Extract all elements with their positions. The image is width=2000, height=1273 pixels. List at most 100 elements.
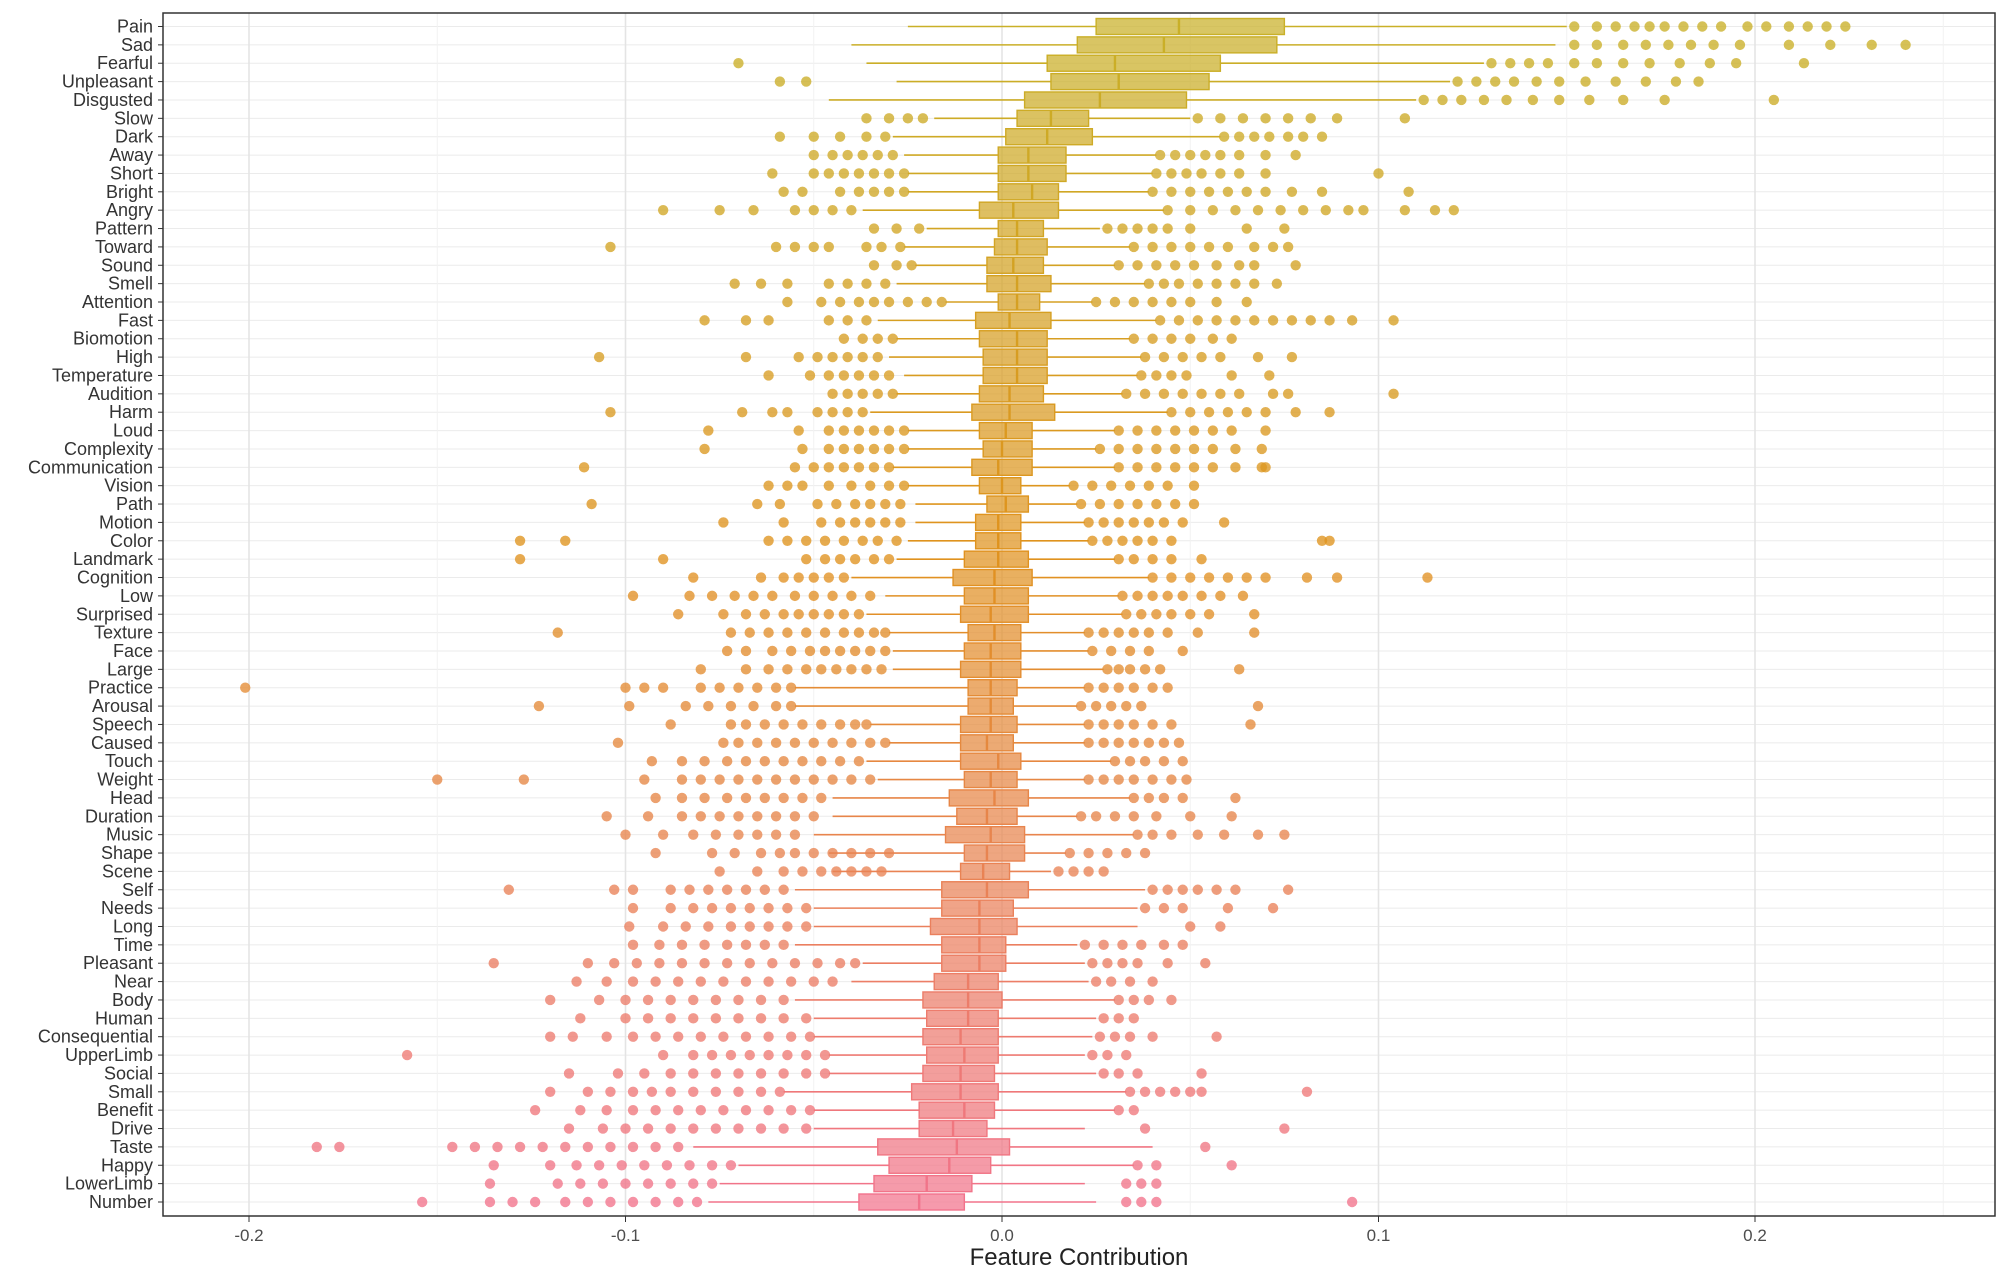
x-tick-label: 0.0 <box>990 1226 1014 1245</box>
outlier-point <box>545 1160 556 1171</box>
box-group <box>729 274 1283 293</box>
y-tick-label: Weight <box>97 770 153 790</box>
outlier-point <box>770 774 782 785</box>
outlier-point <box>718 976 729 987</box>
outlier-point <box>1109 296 1121 308</box>
outlier-point <box>808 149 819 161</box>
outlier-point <box>729 278 740 289</box>
outlier-point <box>740 351 752 363</box>
outlier-point <box>740 884 752 895</box>
y-tick-label: Arousal <box>92 696 153 716</box>
box-group <box>868 256 1301 274</box>
outlier-point <box>733 994 744 1006</box>
y-tick-label: Self <box>122 880 154 900</box>
y-tick-label: Away <box>109 145 153 165</box>
outlier-point <box>1158 517 1170 528</box>
outlier-point <box>665 719 676 730</box>
outlier-point <box>1324 535 1335 546</box>
outlier-point <box>1177 590 1188 602</box>
outlier-point <box>789 737 801 749</box>
outlier-point <box>1136 609 1147 620</box>
outlier-point <box>1139 664 1151 675</box>
outlier-point <box>1143 792 1155 804</box>
box-group <box>545 991 1177 1009</box>
y-tick-label: Loud <box>113 421 153 441</box>
outlier-point <box>571 1160 582 1171</box>
box-group <box>240 679 1173 697</box>
outlier-point <box>514 553 526 565</box>
outlier-point <box>763 315 774 326</box>
outlier-point <box>1505 58 1516 69</box>
outlier-point <box>1147 223 1158 234</box>
outlier-point <box>748 204 759 216</box>
outlier-point <box>627 1031 639 1042</box>
y-tick-label: Fast <box>118 310 153 330</box>
outlier-point <box>865 517 876 528</box>
outlier-point <box>801 627 812 638</box>
outlier-point <box>1331 113 1343 124</box>
outlier-point <box>797 792 808 804</box>
outlier-point <box>1128 1104 1139 1116</box>
outlier-point <box>1121 1196 1132 1208</box>
outlier-point <box>1087 480 1098 491</box>
outlier-point <box>1203 609 1215 620</box>
outlier-point <box>401 1049 413 1061</box>
outlier-point <box>853 627 865 638</box>
outlier-point <box>1271 278 1283 289</box>
outlier-point <box>793 572 804 583</box>
outlier-point <box>657 204 669 216</box>
outlier-point <box>1693 76 1704 87</box>
outlier-point <box>733 1068 744 1079</box>
outlier-point <box>819 1049 831 1061</box>
outlier-point <box>827 737 838 749</box>
outlier-point <box>1121 388 1132 400</box>
outlier-point <box>1162 884 1173 895</box>
outlier-point <box>721 755 733 767</box>
outlier-point <box>752 811 763 822</box>
box <box>997 219 1045 238</box>
outlier-point <box>1132 535 1143 546</box>
outlier-point <box>676 774 688 785</box>
outlier-point <box>763 535 774 546</box>
outlier-point <box>797 755 808 767</box>
outlier-point <box>575 1104 586 1116</box>
outlier-point <box>710 1086 722 1097</box>
outlier-point <box>688 1049 699 1061</box>
outlier-point <box>868 627 880 638</box>
outlier-point <box>1151 1160 1162 1171</box>
outlier-point <box>733 58 744 69</box>
outlier-point <box>1094 498 1106 510</box>
outlier-point <box>838 370 850 381</box>
outlier-point <box>1282 131 1294 142</box>
outlier-point <box>827 847 838 859</box>
outlier-point <box>755 572 767 583</box>
outlier-point <box>1113 994 1124 1006</box>
outlier-point <box>797 186 808 198</box>
outlier-point <box>838 609 850 620</box>
box <box>978 476 1022 495</box>
outlier-point <box>1185 811 1196 822</box>
outlier-point <box>1241 407 1252 418</box>
outlier-point <box>755 278 767 289</box>
outlier-point <box>740 315 752 326</box>
outlier-point <box>808 609 819 620</box>
outlier-point <box>823 370 835 381</box>
outlier-point <box>1290 407 1301 418</box>
box <box>1095 17 1286 36</box>
outlier-point <box>816 792 827 804</box>
outlier-point <box>721 792 733 804</box>
outlier-point <box>1132 1068 1143 1079</box>
outlier-point <box>763 1104 774 1116</box>
outlier-point <box>801 1123 812 1134</box>
outlier-point <box>1147 241 1158 253</box>
y-tick-label: Toward <box>95 237 153 257</box>
outlier-point <box>684 590 695 602</box>
outlier-point <box>1192 113 1203 124</box>
y-tick-label: Number <box>89 1192 153 1212</box>
outlier-point <box>597 1178 609 1189</box>
box-group <box>714 862 1109 881</box>
y-tick-label: Dark <box>115 127 154 147</box>
box <box>997 293 1041 311</box>
box <box>1076 36 1278 54</box>
y-tick-label: Duration <box>85 806 153 826</box>
